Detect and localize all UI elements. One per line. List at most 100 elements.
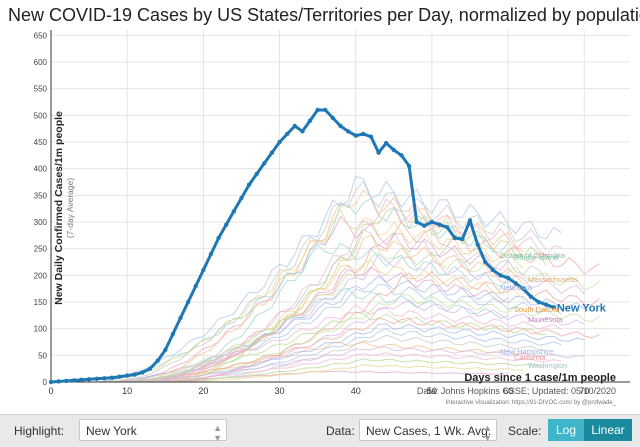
y-tick-label: 500 (34, 111, 48, 120)
new-york-point (48, 379, 54, 385)
new-york-point (254, 171, 259, 177)
y-tick-label: 100 (34, 325, 48, 334)
x-tick-label: 40 (351, 386, 361, 396)
y-tick-label: 150 (34, 298, 48, 307)
new-york-point (193, 283, 198, 289)
new-york-point (429, 219, 435, 225)
y-axis-label: New Daily Confirmed Cases/1m people (53, 111, 65, 305)
y-tick-label: 250 (34, 245, 48, 254)
x-tick-label: 70 (579, 386, 589, 396)
new-york-point (277, 139, 282, 145)
dropdown-caret-icon: ▲ ▼ (213, 423, 222, 443)
x-tick-label: 50 (427, 386, 437, 396)
y-tick-label: 400 (34, 165, 48, 174)
new-york-point (307, 118, 313, 123)
new-york-point (185, 299, 191, 305)
y-axis-sublabel: (7-day Average) (65, 178, 75, 238)
new-york-point (147, 366, 153, 371)
y-tick-label: 300 (34, 218, 48, 227)
new-york-point (284, 131, 290, 137)
new-york-point (345, 129, 351, 134)
new-york-point (224, 222, 229, 227)
context-state-line (51, 180, 547, 383)
new-york-point (300, 129, 305, 134)
new-york-point (246, 182, 252, 187)
highlight-select[interactable]: New York ▲ ▼ (79, 419, 227, 443)
new-york-point (528, 294, 534, 299)
new-york-point (338, 123, 343, 129)
x-axis-label: Days since 1 case/1m people (464, 372, 616, 384)
new-york-point (483, 259, 488, 265)
new-york-point (178, 315, 183, 321)
new-york-point (513, 281, 518, 286)
new-york-point (543, 302, 549, 307)
new-york-point (262, 161, 267, 166)
new-york-point (239, 195, 244, 201)
controls-bar: Highlight: New York ▲ ▼ Data: New Cases, … (0, 414, 640, 447)
state-label: District of Columbia (500, 251, 566, 260)
new-york-point (361, 131, 366, 137)
new-york-point (414, 219, 419, 225)
new-york-point (231, 209, 237, 214)
new-york-point (323, 107, 328, 113)
new-york-point (163, 347, 168, 353)
state-label: South Dakota (514, 305, 560, 314)
new-york-point (79, 377, 84, 383)
context-state-line (51, 175, 562, 383)
y-tick-label: 650 (34, 31, 48, 40)
state-label: California (514, 353, 547, 362)
new-york-point (201, 267, 206, 273)
dropdown-caret-icon: ▲ ▼ (483, 423, 492, 443)
new-york-point (422, 223, 427, 228)
new-york-point (353, 133, 358, 138)
new-york-point (391, 147, 397, 153)
y-tick-label: 50 (38, 351, 47, 360)
y-tick-label: 600 (34, 58, 48, 67)
new-york-point (292, 123, 297, 129)
data-label: Data: (326, 424, 355, 438)
scale-log-button[interactable]: Log (548, 419, 584, 441)
new-york-point (384, 140, 389, 146)
state-label: Massachusetts (528, 275, 578, 284)
new-york-point (170, 331, 176, 337)
source-note: Data: Johns Hopkins CSSE; Updated: 05/10… (417, 386, 616, 396)
new-york-point (444, 225, 450, 230)
data-select[interactable]: New Cases, 1 Wk. Avg. ▲ ▼ (359, 419, 497, 443)
state-label: Nebraska (500, 283, 533, 292)
highlight-label: Highlight: (14, 424, 65, 438)
new-york-point (406, 163, 412, 169)
new-york-point (86, 377, 92, 382)
y-tick-label: 200 (34, 271, 48, 280)
new-york-point (521, 286, 526, 291)
x-tick-label: 0 (48, 386, 53, 396)
y-tick-label: 450 (34, 138, 48, 147)
x-tick-label: 10 (122, 386, 132, 396)
new-york-point (216, 235, 221, 241)
new-york-point (315, 107, 320, 113)
state-label: New Hampshire (500, 347, 553, 356)
new-york-point (437, 222, 442, 227)
credit-note: Interactive Visualization: https://91-DI… (446, 400, 617, 406)
line-chart[interactable]: 0 50 100 150 200 250 300 350 400 450 500 550 600 650 0… (0, 30, 640, 414)
new-york-point (330, 115, 336, 121)
new-york-point (452, 235, 457, 241)
y-tick-label: 0 (43, 378, 48, 387)
new-york-point (498, 273, 503, 278)
scale-label: Scale: (508, 424, 542, 438)
new-york-point (368, 134, 374, 139)
new-york-point (505, 275, 511, 281)
new-york-point (140, 370, 145, 375)
scale-linear-button[interactable]: Linear (584, 419, 632, 441)
highlight-value: New York (86, 424, 137, 438)
new-york-point (102, 376, 107, 381)
new-york-point (376, 150, 381, 155)
new-york-point (94, 376, 99, 381)
new-york-point (467, 218, 473, 223)
new-york-point (460, 236, 465, 242)
new-york-point (124, 373, 130, 378)
new-york-point (71, 378, 77, 383)
data-value: New Cases, 1 Wk. Avg. (366, 424, 492, 438)
x-tick-label: 20 (198, 386, 208, 396)
new-york-label: New York (557, 302, 607, 314)
context-state-line (51, 208, 524, 383)
